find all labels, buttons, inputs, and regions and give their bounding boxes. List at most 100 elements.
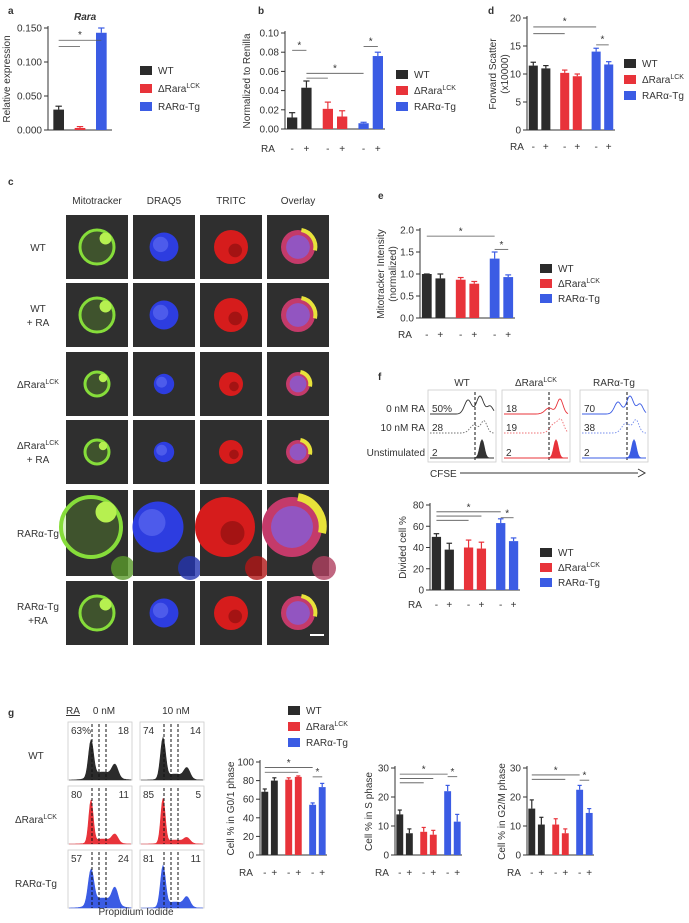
bar	[585, 812, 593, 855]
legend-label: ΔRaraLCK	[158, 83, 200, 95]
gate-percentage: 24	[118, 854, 130, 865]
bar	[476, 548, 487, 590]
histogram	[69, 739, 132, 781]
panel-letter: b	[258, 6, 264, 17]
legend-label-part: LCK	[670, 74, 684, 81]
x-tick-label: +	[606, 142, 612, 153]
histogram-frame	[501, 389, 571, 463]
gate-percentage: 74	[143, 726, 155, 737]
bar	[552, 824, 560, 855]
bar	[405, 833, 413, 855]
y-tick-label: 20	[510, 793, 522, 804]
y-tick-label: 0.06	[260, 67, 280, 78]
gate-percentage: 14	[190, 726, 202, 737]
x-tick-label: -	[554, 868, 557, 879]
legend-label-part: LCK	[186, 83, 200, 90]
y-tick-label: 60	[413, 522, 425, 533]
bar	[591, 51, 601, 130]
bar	[489, 258, 500, 318]
row-label-part: ΔRara	[15, 815, 44, 826]
x-axis-label: CFSE	[430, 469, 457, 480]
bar	[560, 72, 570, 130]
legend-label-part: WT	[414, 70, 430, 81]
x-tick-label: -	[435, 600, 438, 611]
x-tick-label: +	[271, 868, 277, 879]
significance-label: *	[505, 508, 509, 519]
row-label: WT	[30, 304, 46, 315]
row-label: ΔRaraLCK	[17, 379, 59, 391]
legend-swatch	[624, 91, 636, 100]
legend-label-part: RARα-Tg	[558, 578, 600, 589]
legend-swatch	[140, 66, 152, 75]
x-tick-label: -	[290, 144, 293, 155]
gate-percentage: 19	[506, 423, 518, 434]
legend-label-part: LCK	[586, 562, 600, 569]
x-tick-label: +	[586, 868, 592, 879]
row-label: Unstimulated	[367, 448, 425, 459]
histogram	[582, 419, 646, 434]
y-axis-label: (x10000)	[500, 54, 511, 93]
row-label: ΔRaraLCK	[17, 440, 59, 452]
gate-percentage: 85	[143, 790, 155, 801]
y-axis-label: Cell % in S phase	[364, 772, 375, 851]
x-tick-label: -	[326, 144, 329, 155]
bar	[261, 791, 269, 855]
y-tick-label: 2.0	[400, 226, 414, 237]
significance-label: *	[467, 502, 471, 513]
y-tick-label: 1.0	[400, 270, 414, 281]
y-axis-label: Relative expression	[2, 35, 13, 122]
legend-swatch	[288, 706, 300, 715]
gate-percentage: 80	[71, 790, 83, 801]
significance-label: *	[459, 227, 463, 238]
legend-label-part: WT	[158, 66, 174, 77]
bar	[463, 547, 474, 590]
legend-swatch	[396, 102, 408, 111]
cell-nucleus-texture	[152, 236, 169, 253]
x-tick-label: -	[499, 600, 502, 611]
legend-label-part: ΔRara	[414, 86, 443, 97]
bar	[528, 808, 536, 855]
neighbor-cell	[111, 556, 135, 580]
y-tick-label: 100	[237, 758, 254, 769]
row-label-line2: +RA	[28, 616, 48, 627]
legend-swatch	[540, 279, 552, 288]
significance-label: *	[297, 40, 301, 51]
panel-letter: c	[8, 177, 14, 188]
cell-overlay-mito	[300, 228, 318, 251]
bar	[372, 56, 383, 129]
y-tick-label: 1.5	[400, 248, 414, 259]
y-tick-label: 0.000	[17, 126, 42, 137]
micrograph	[66, 352, 128, 416]
bar	[285, 779, 293, 855]
x-tick-label: +	[511, 600, 517, 611]
row-label: WT	[28, 751, 44, 762]
legend-label: ΔRaraLCK	[306, 721, 348, 733]
significance-label: *	[563, 16, 567, 27]
bar	[604, 64, 614, 130]
gate-percentage: 2	[432, 448, 438, 459]
cell-tritc-texture	[228, 311, 243, 326]
y-axis-label: Forward Scatter	[488, 38, 499, 110]
bar	[96, 32, 107, 131]
arrow-head	[637, 468, 647, 478]
cell-tritc-texture	[229, 381, 239, 392]
y-tick-label: 0.150	[17, 24, 42, 35]
column-header: 0 nM	[93, 706, 115, 717]
significance-label: *	[600, 34, 604, 45]
legend-label: WT	[306, 706, 322, 717]
x-axis-label: Propidium Iodide	[98, 907, 173, 918]
significance-label: *	[78, 30, 82, 41]
x-tick-label: -	[362, 144, 365, 155]
gate-percentage: 5	[195, 790, 201, 801]
y-tick-label: 20	[243, 832, 255, 843]
y-tick-label: 60	[243, 795, 255, 806]
legend-label-part: RARα-Tg	[558, 294, 600, 305]
bar	[301, 87, 312, 129]
gate-percentage: 18	[118, 726, 130, 737]
y-tick-label: 0	[515, 851, 521, 862]
bar	[572, 76, 582, 130]
x-tick-label: +	[562, 868, 568, 879]
bar	[318, 787, 326, 855]
row-label-part: LCK	[45, 440, 59, 447]
legend-swatch	[540, 294, 552, 303]
